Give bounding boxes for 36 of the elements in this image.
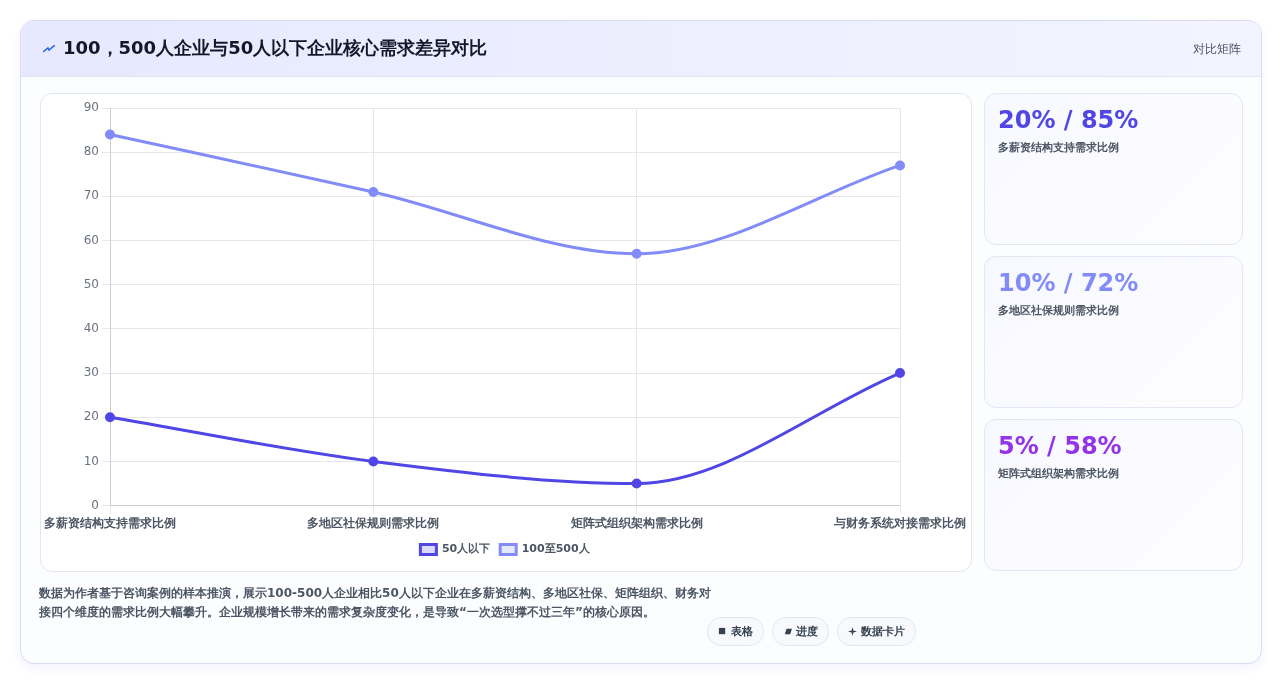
text: 5% / 58%	[998, 432, 1122, 460]
y-tick-label: 70	[83, 188, 99, 203]
text: 数据卡片	[861, 624, 905, 639]
point	[631, 248, 642, 259]
point	[631, 478, 642, 489]
text: 多地区社保规则需求比例	[998, 303, 1119, 318]
y-tick-label: 0	[91, 497, 99, 512]
text: 10% / 72%	[998, 269, 1139, 297]
x-tick-label: 多薪资结构支持需求比例	[44, 515, 176, 530]
y-tick-label: 90	[83, 100, 99, 115]
point	[368, 186, 379, 197]
point	[895, 160, 905, 171]
text: 多薪资结构支持需求比例	[998, 140, 1119, 155]
text: 对比矩阵	[1193, 41, 1241, 58]
point	[105, 412, 115, 423]
text: 进度	[796, 624, 818, 639]
y-tick-label: 40	[83, 321, 99, 336]
legend-label: 50人以下	[441, 542, 491, 556]
x-tick-label: 多地区社保规则需求比例	[307, 515, 440, 530]
x-tick-label: 与财务系统对接需求比例	[833, 515, 966, 530]
y-tick-label: 20	[83, 409, 99, 424]
point	[895, 368, 905, 379]
y-tick-label: 10	[83, 453, 99, 468]
y-tick-label: 30	[83, 365, 99, 380]
y-tick-label: 80	[83, 144, 99, 159]
y-tick-label: 50	[83, 276, 99, 291]
chart-title: 100，500人企业与50人以下企业核心需求差异对比	[63, 36, 488, 60]
point	[368, 456, 379, 467]
text: 数据为作者基于咨询案例的样本推演，展示100-500人企业相比50人以下企业在多薪资结构、多地区社保、矩阵组织、财务对接四个维度的需求比例大幅攀升。企业规模增长带来的需求复杂度变化，是导致“一次选型撑不过三年”的核心原因。	[39, 585, 712, 621]
text: 矩阵式组织架构需求比例	[998, 466, 1119, 481]
y-tick-label: 60	[83, 232, 99, 247]
text: 20% / 85%	[998, 106, 1139, 134]
point	[105, 129, 115, 140]
text: 表格	[731, 624, 753, 639]
legend-label: 100至500人	[521, 542, 591, 556]
x-tick-label: 矩阵式组织架构需求比例	[569, 515, 703, 530]
